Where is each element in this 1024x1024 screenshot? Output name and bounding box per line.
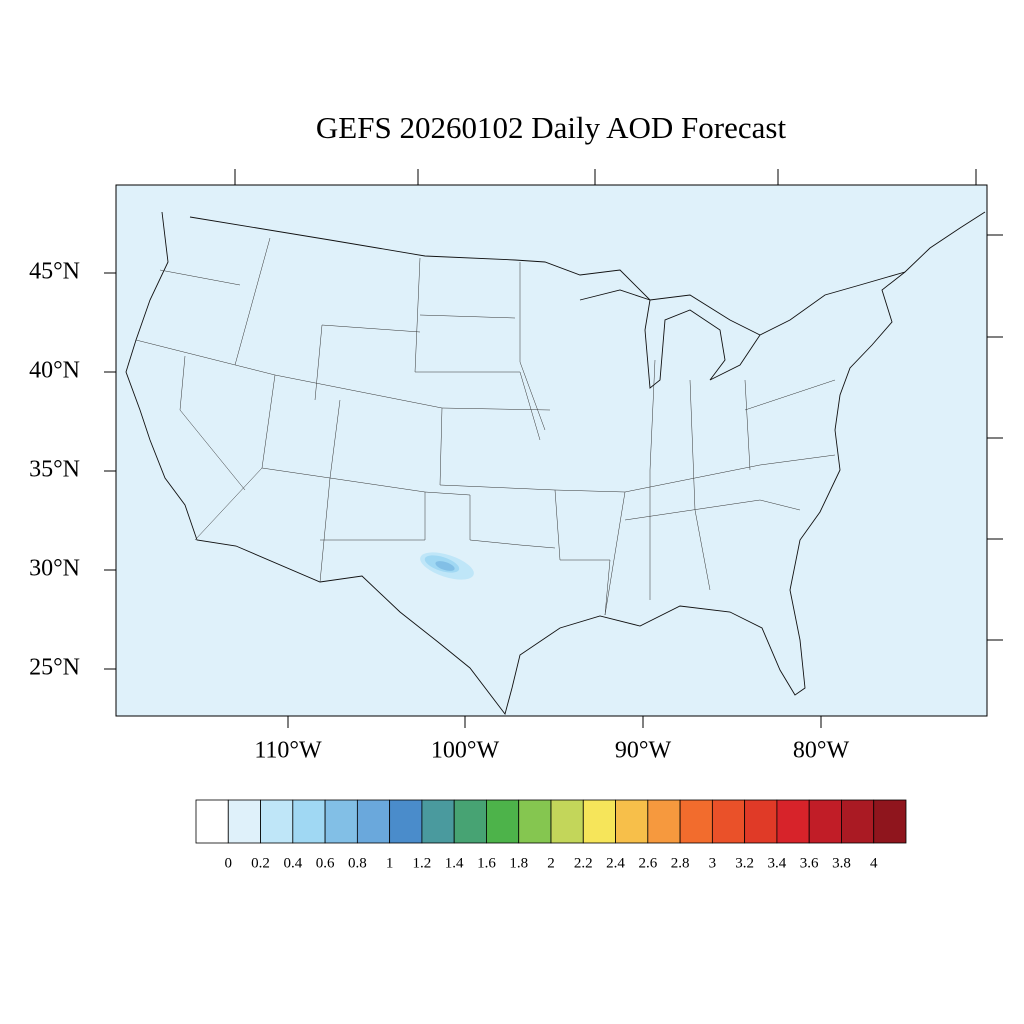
colorbar-label: 0 xyxy=(225,855,233,871)
colorbar-label: 4 xyxy=(870,855,878,871)
us-outline xyxy=(125,211,986,716)
lat-label: 40°N xyxy=(29,358,80,384)
colorbar-box xyxy=(744,799,778,844)
colorbar-box xyxy=(873,799,907,844)
lon-label: 90°W xyxy=(615,738,672,764)
colorbar-box xyxy=(582,799,616,844)
lat-label: 45°N xyxy=(29,259,80,285)
state-lines xyxy=(135,237,836,616)
colorbar-box xyxy=(841,799,875,844)
colorbar-label: 1 xyxy=(386,855,394,871)
colorbar-label: 0.2 xyxy=(251,855,270,871)
colorbar-box xyxy=(453,799,487,844)
great-lakes xyxy=(579,289,761,389)
colorbar-box xyxy=(647,799,681,844)
colorbar-label: 1.6 xyxy=(477,855,496,871)
colorbar-box xyxy=(518,799,552,844)
colorbar-label: 2.6 xyxy=(638,855,657,871)
colorbar-box xyxy=(356,799,391,844)
colorbar-label: 2.4 xyxy=(606,855,625,871)
colorbar-label: 0.8 xyxy=(348,855,367,871)
colorbar-label: 3.4 xyxy=(768,855,787,871)
colorbar-box xyxy=(195,799,229,844)
title: GEFS 20260102 Daily AOD Forecast xyxy=(316,110,787,145)
colorbar-label: 3.8 xyxy=(832,855,851,871)
colorbar-box xyxy=(679,799,713,844)
colorbar-box xyxy=(421,799,455,844)
aod-blob xyxy=(420,552,474,580)
colorbar-label: 1.2 xyxy=(413,855,432,871)
colorbar-box xyxy=(776,799,810,844)
colorbar-label: 2.8 xyxy=(671,855,690,871)
colorbar-box xyxy=(486,799,520,844)
colorbar-label: 0.6 xyxy=(316,855,335,871)
colorbar-box xyxy=(260,799,294,844)
colorbar-label: 3 xyxy=(709,855,717,871)
colorbar-label: 0.4 xyxy=(283,855,302,871)
colorbar-box xyxy=(711,799,746,844)
lat-label: 30°N xyxy=(29,556,80,582)
lon-label: 110°W xyxy=(254,738,322,764)
ticks xyxy=(104,169,1003,728)
lon-label: 80°W xyxy=(793,738,850,764)
map-frame xyxy=(115,184,988,717)
colorbar-box xyxy=(808,799,842,844)
colorbar-label: 2 xyxy=(547,855,555,871)
colorbar-label: 3.6 xyxy=(800,855,819,871)
colorbar-box xyxy=(389,799,423,844)
colorbar-box xyxy=(227,799,261,844)
colorbar-box xyxy=(292,799,326,844)
colorbar-box xyxy=(615,799,649,844)
colorbar: 0 0.2 0.4 0.6 0.8 1 1.2 1.4 1.6 1.8 2 2.2 2.4 2.6 2.8 3… xyxy=(195,799,907,871)
lat-label: 35°N xyxy=(29,457,80,483)
map-panel xyxy=(115,184,988,717)
lon-label: 100°W xyxy=(431,738,500,764)
colorbar-label: 1.8 xyxy=(509,855,528,871)
colorbar-label: 3.2 xyxy=(735,855,754,871)
colorbar-box xyxy=(324,799,358,844)
colorbar-label: 1.4 xyxy=(445,855,464,871)
colorbar-label: 2.2 xyxy=(574,855,593,871)
colorbar-box xyxy=(550,799,584,844)
lat-label: 25°N xyxy=(29,655,80,681)
